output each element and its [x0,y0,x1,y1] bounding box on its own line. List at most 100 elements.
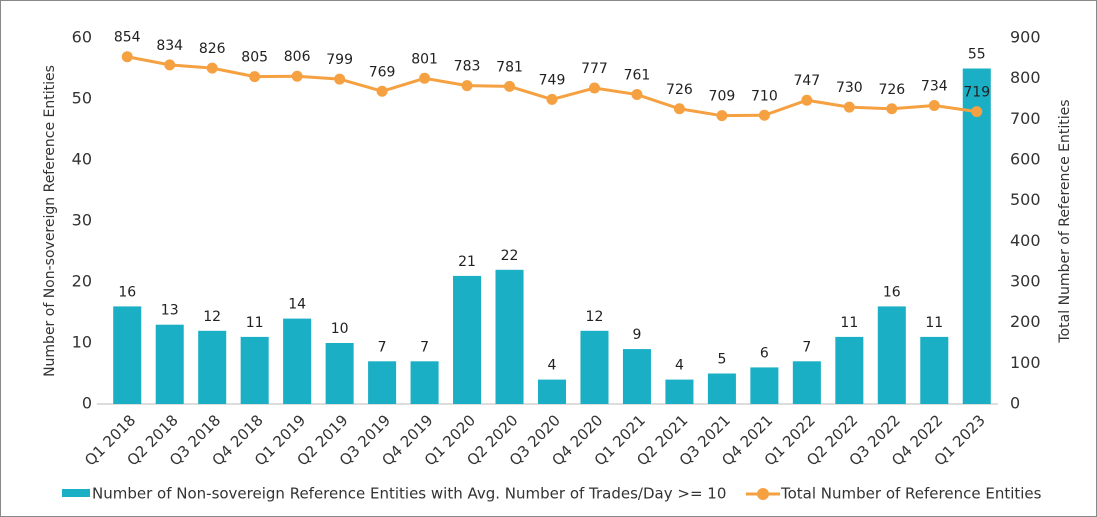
line-point [164,59,176,71]
line-value-label: 781 [496,59,523,75]
line-point [334,73,346,85]
y-tick-label: 60 [72,28,92,47]
bar-value-label: 9 [632,327,641,343]
bar [707,373,736,404]
bar-value-label: 7 [802,339,811,355]
line-point [504,80,516,92]
bar-value-label: 7 [420,339,429,355]
line-point [291,70,303,82]
bar-value-label: 6 [760,345,769,361]
y2-tick-label: 200 [1010,312,1041,331]
bar-value-label: 22 [501,248,519,264]
line-value-label: 726 [666,82,693,98]
y-tick-label: 50 [72,89,92,108]
bar [240,336,269,404]
bar-value-label: 5 [717,352,726,368]
line-point [461,80,473,92]
bar-value-label: 16 [883,284,901,300]
bar-value-label: 16 [118,284,136,300]
line-point [716,110,728,122]
line-value-label: 826 [199,41,226,57]
line-value-label: 726 [878,82,905,98]
y2-tick-label: 900 [1010,28,1041,47]
line-point [546,93,558,105]
y-tick-label: 40 [72,150,92,169]
legend-label: Total Number of Reference Entities [780,485,1042,503]
line-point [843,101,855,113]
line-value-label: 783 [454,59,481,75]
line-point [886,103,898,115]
bar [877,306,906,404]
line-value-label: 777 [581,61,608,77]
y-axis-label: Number of Non-sovereign Reference Entiti… [42,65,58,377]
bar [368,361,397,404]
line-point [801,94,813,106]
bar [920,336,949,404]
line-point [376,85,388,97]
y2-tick-label: 400 [1010,231,1041,250]
line-point [673,103,685,115]
line-value-label: 769 [369,64,396,80]
line-point [928,100,940,112]
line-value-label: 719 [963,85,990,101]
bar [622,349,651,404]
bar [835,336,864,404]
y2-axis-label: Total Number of Reference Entities [1057,99,1073,343]
line-value-label: 805 [241,50,268,66]
bar [750,367,779,404]
line-value-label: 747 [793,73,820,89]
bar [962,68,991,404]
line-point [971,106,983,118]
bar [283,318,312,404]
bar-value-label: 4 [675,358,684,374]
bar-value-label: 11 [925,315,943,331]
y-tick-label: 20 [72,272,92,291]
y2-tick-label: 700 [1010,109,1041,128]
y2-tick-label: 300 [1010,272,1041,291]
legend-swatch [757,488,769,500]
bar [495,269,524,404]
bar-value-label: 12 [586,309,604,325]
line-value-label: 854 [114,30,141,46]
bar [580,330,609,404]
bar [325,343,354,404]
y2-tick-label: 100 [1010,353,1041,372]
y2-tick-label: 600 [1010,150,1041,169]
y-tick-label: 10 [72,333,92,352]
bar [155,324,184,404]
bar-value-label: 21 [458,254,476,270]
line-point [588,82,600,94]
line-value-label: 734 [921,79,948,95]
y2-tick-label: 0 [1010,394,1020,413]
line-value-label: 806 [284,49,311,65]
line-value-label: 834 [156,38,183,54]
bar-value-label: 13 [161,303,179,319]
bar-value-label: 12 [203,309,221,325]
bar-value-label: 11 [840,315,858,331]
y-tick-label: 0 [82,394,92,413]
line-value-label: 801 [411,51,438,67]
line-point [631,89,643,101]
line-value-label: 730 [836,80,863,96]
line-value-label: 799 [326,52,353,68]
y-tick-label: 30 [72,211,92,230]
line-value-label: 709 [709,89,736,105]
legend-label: Number of Non-sovereign Reference Entiti… [92,485,726,503]
line-point [419,72,431,84]
y2-tick-label: 500 [1010,190,1041,209]
bar-value-label: 4 [548,358,557,374]
bar-value-label: 10 [331,321,349,337]
bar-value-label: 14 [288,297,306,313]
line-point [249,71,261,83]
bar [113,306,142,404]
bar [792,361,821,404]
bar [410,361,439,404]
line-value-label: 749 [539,72,566,88]
line-point [758,109,770,121]
bar [537,379,567,404]
bar [198,330,227,404]
bar [665,379,694,404]
